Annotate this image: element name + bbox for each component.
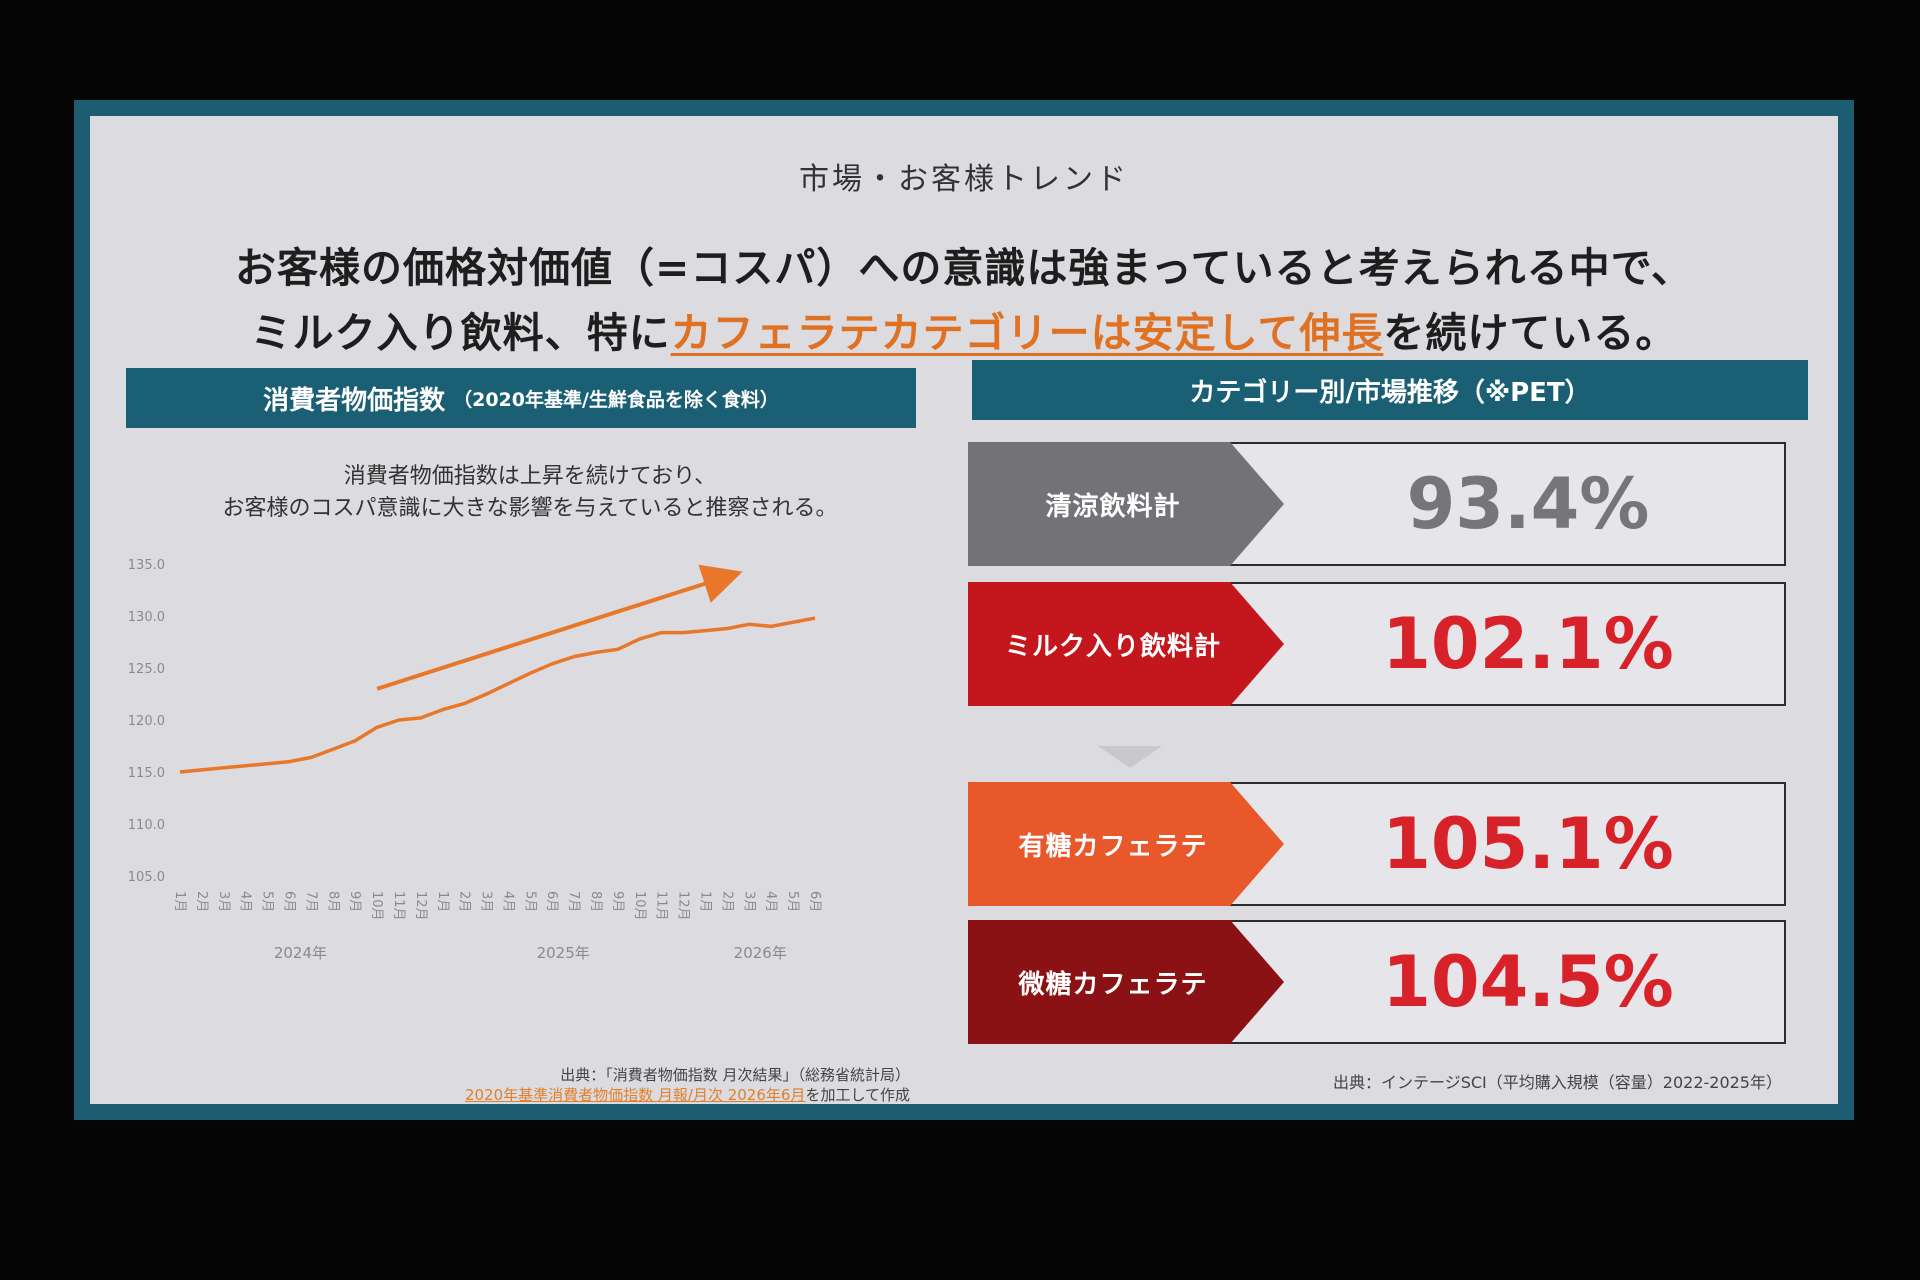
y-tick-label: 105.0 [128, 870, 165, 885]
x-tick-label: 5月 [260, 891, 275, 912]
category-source: 出典：インテージSCI（平均購入規模（容量）2022-2025年） [1333, 1073, 1782, 1092]
cpi-description-line-1: 消費者物価指数は上昇を続けており、 [343, 464, 717, 489]
cpi-panel-header: 消費者物価指数 （2020年基準/生鮮食品を除く食料） [126, 368, 916, 428]
x-tick-label: 2月 [457, 891, 472, 912]
y-tick-label: 130.0 [128, 610, 165, 625]
y-tick-label: 115.0 [128, 766, 165, 781]
x-tick-label: 12月 [676, 891, 691, 921]
cpi-source-line-2: 2020年基準消費者物価指数 月報/月次 2026年6月を加工して作成 [390, 1084, 910, 1104]
category-row-soft-drinks: 清涼飲料計 93.4% [968, 442, 1788, 568]
category-label: 微糖カフェラテ [1018, 969, 1208, 1000]
x-tick-label: 2月 [719, 891, 734, 912]
category-value: 93.4% [1406, 463, 1650, 545]
y-tick-label: 135.0 [128, 558, 165, 573]
x-tick-label: 8月 [325, 891, 340, 912]
x-tick-label: 4月 [763, 891, 778, 912]
cpi-panel-title: 消費者物価指数 [263, 385, 446, 416]
category-tag-arrow [968, 920, 1284, 1044]
x-tick-label: 5月 [522, 891, 537, 912]
category-tag-arrow [968, 442, 1284, 566]
x-tick-label: 1月 [172, 891, 187, 912]
down-arrow-icon [1098, 746, 1162, 768]
x-tick-label: 4月 [238, 891, 253, 912]
x-tick-label: 9月 [610, 891, 625, 912]
headline-prefix: ミルク入り飲料、特に [250, 309, 671, 357]
x-tick-label: 2月 [194, 891, 209, 912]
cpi-line-chart: 105.0 110.0 115.0 120.0 125.0 130.0 135.0 1月 2月… [128, 558, 822, 962]
category-label: 清涼飲料計 [1045, 491, 1181, 522]
x-tick-label: 6月 [281, 891, 296, 912]
category-label: ミルク入り飲料計 [1004, 631, 1221, 662]
category-label: 有糖カフェラテ [1018, 831, 1208, 862]
x-tick-label: 11月 [654, 891, 669, 921]
x-tick-label: 10月 [369, 891, 384, 921]
x-tick-label: 10月 [632, 891, 647, 921]
year-label: 2024年 [274, 944, 327, 962]
year-label: 2025年 [537, 944, 590, 962]
x-tick-label: 3月 [741, 891, 756, 912]
cpi-source-link[interactable]: 2020年基準消費者物価指数 月報/月次 2026年6月 [464, 1086, 806, 1104]
headline-line-2: ミルク入り飲料、特にカフェラテカテゴリーは安定して伸長を続けている。 [90, 299, 1838, 359]
y-tick-label: 120.0 [128, 714, 165, 729]
x-tick-label: 6月 [544, 891, 559, 912]
category-tag-arrow [968, 782, 1284, 906]
cpi-source-line-1: 出典：「消費者物価指数 月次結果」（総務省統計局） [560, 1066, 910, 1084]
x-tick-label: 7月 [303, 891, 318, 912]
x-tick-label: 6月 [807, 891, 822, 912]
x-tick-label: 3月 [216, 891, 231, 912]
y-tick-label: 125.0 [128, 662, 165, 677]
headline-suffix: を続けている。 [1383, 309, 1678, 357]
x-tick-label: 11月 [391, 891, 406, 921]
page-number: 16 [1777, 1106, 1798, 1120]
x-tick-label: 1月 [435, 891, 450, 912]
x-tick-label: 1月 [698, 891, 713, 912]
x-tick-label: 5月 [785, 891, 800, 912]
trend-arrow [376, 564, 743, 691]
cpi-description-line-2: お客様のコスパ意識に大きな影響を与えていると推察される。 [222, 496, 838, 521]
presentation-slide: 市場・お客様トレンド お客様の価格対価値（=コスパ）への意識は強まっていると考え… [74, 100, 1854, 1120]
headline-line-1: お客様の価格対価値（=コスパ）への意識は強まっていると考えられる中で、 [234, 244, 1694, 292]
x-tick-label: 4月 [500, 891, 515, 912]
cpi-source-suffix: を加工して作成 [805, 1086, 910, 1104]
y-tick-label: 110.0 [128, 818, 165, 833]
category-row-sweet-cafe-latte: 有糖カフェラテ 105.1% [968, 782, 1788, 908]
x-tick-label: 8月 [588, 891, 603, 912]
category-value: 105.1% [1382, 803, 1674, 885]
category-panel-title: カテゴリー別/市場推移（※PET） [1189, 377, 1591, 408]
cpi-series-line [179, 616, 816, 774]
category-value: 104.5% [1382, 941, 1674, 1023]
headline-highlight: カフェラテカテゴリーは安定して伸長 [670, 309, 1384, 357]
x-tick-label: 3月 [479, 891, 494, 912]
category-row-low-sugar-cafe-latte: 微糖カフェラテ 104.5% [968, 920, 1788, 1046]
category-tag-arrow [968, 582, 1284, 706]
x-tick-label: 7月 [566, 891, 581, 912]
category-panel-header: カテゴリー別/市場推移（※PET） [972, 360, 1808, 420]
x-tick-label: 12月 [413, 891, 428, 921]
category-value: 102.1% [1382, 603, 1674, 685]
x-tick-label: 9月 [347, 891, 362, 912]
year-label: 2026年 [734, 944, 787, 962]
section-title: 市場・お客様トレンド [799, 162, 1129, 197]
category-row-milk-drinks: ミルク入り飲料計 102.1% [968, 582, 1788, 708]
cpi-panel-title-note: （2020年基準/生鮮食品を除く食料） [453, 388, 779, 411]
